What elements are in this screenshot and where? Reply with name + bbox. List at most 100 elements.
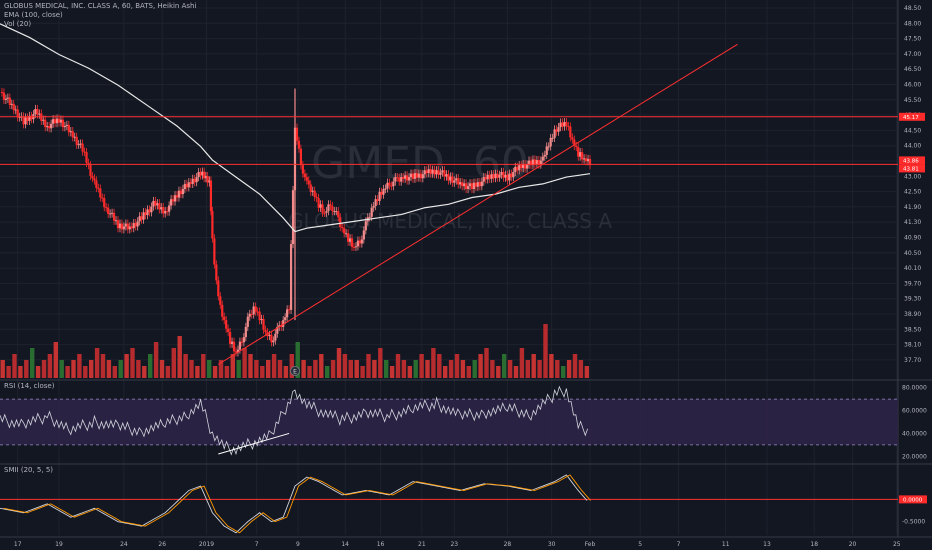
candle-body: [390, 185, 393, 187]
volume-bar: [118, 360, 123, 378]
volume-bar: [301, 360, 306, 378]
candle-body: [586, 158, 590, 162]
candle-body: [301, 165, 304, 174]
volume-bar: [413, 360, 418, 378]
candle-body: [130, 226, 133, 229]
candle-body: [177, 190, 181, 198]
volume-bar: [561, 366, 566, 378]
candle-body: [22, 116, 25, 125]
candle-body: [50, 123, 53, 129]
volume-bar: [89, 360, 94, 378]
volume-bar: [425, 360, 430, 378]
candle-body: [514, 166, 517, 172]
candle-body: [478, 182, 481, 187]
price-tick-label: 41.30: [904, 219, 921, 226]
volume-bar: [0, 360, 5, 378]
rsi-trend-line: [218, 432, 290, 455]
candle-body: [52, 119, 55, 124]
time-tick-label: 21: [418, 541, 426, 548]
candle-body: [248, 313, 251, 317]
candle-body: [431, 169, 434, 174]
candle-body: [498, 174, 501, 178]
candle-body: [97, 187, 100, 189]
candle-body: [77, 144, 80, 146]
candle-body: [492, 174, 495, 179]
volume-bar: [319, 354, 324, 378]
time-tick-label: 11: [722, 541, 730, 548]
candle-body: [368, 216, 371, 218]
trend-line: [218, 43, 738, 365]
volume-bar: [342, 354, 348, 378]
smii-tick-label: -0.5000: [902, 519, 925, 526]
rsi-legend: RSI (14, close): [4, 382, 55, 390]
candle-body: [258, 311, 261, 321]
candle-body: [508, 173, 511, 181]
candle-body: [30, 115, 33, 120]
volume-bar: [248, 354, 253, 378]
candle-body: [525, 164, 529, 169]
candle-body: [309, 184, 312, 192]
candle-body: [533, 159, 537, 165]
volume-bar: [159, 360, 165, 378]
volume-bar: [549, 354, 554, 378]
candle-body: [203, 171, 206, 179]
main-legend: GLOBUS MEDICAL, INC. CLASS A, 60, BATS, …: [4, 2, 196, 29]
rsi-line: [0, 385, 589, 456]
candle-body: [350, 238, 354, 247]
candle-body: [246, 316, 249, 327]
candle-body: [549, 137, 552, 147]
time-tick-label: 20: [849, 541, 857, 548]
candle-body: [126, 223, 129, 230]
candle-body: [557, 127, 560, 132]
volume-bar: [443, 366, 448, 378]
candle-body: [441, 170, 444, 173]
symbol-title: GLOBUS MEDICAL, INC. CLASS A, 60, BATS, …: [4, 2, 197, 10]
volume-bar: [47, 354, 53, 378]
candle-body: [284, 317, 287, 321]
candle-body: [577, 147, 580, 157]
volume-bar: [490, 360, 495, 378]
time-tick-label: 5: [638, 541, 642, 548]
price-tick-label: 47.50: [904, 36, 921, 43]
candle-body: [531, 159, 535, 166]
candle-body: [85, 152, 88, 163]
candle-body: [195, 177, 198, 183]
rsi-tick-label: 40.0000: [902, 430, 927, 437]
volume-bar: [307, 366, 312, 378]
candle-body: [561, 122, 564, 127]
candle-body: [278, 325, 281, 327]
candle-body: [229, 332, 232, 344]
candle-body: [288, 309, 291, 311]
candle-body: [53, 119, 57, 124]
candle-body: [520, 165, 523, 168]
candle-body: [230, 341, 234, 344]
candle-body: [392, 181, 395, 187]
candle-body: [433, 169, 436, 175]
candle-body: [360, 239, 363, 244]
grid: [0, 0, 898, 535]
price-tick-label: 40.90: [904, 235, 921, 242]
time-tick-label: 2019: [199, 541, 214, 548]
candle-body: [63, 126, 66, 128]
candle-body: [114, 220, 118, 222]
candle-body: [421, 174, 424, 179]
candle-body: [348, 238, 352, 242]
candle-body: [69, 131, 72, 133]
time-tick-label: 7: [677, 541, 681, 548]
candle-body: [146, 209, 149, 216]
volume-bar: [537, 360, 542, 378]
candle-body: [584, 158, 588, 162]
candle-body: [388, 182, 391, 186]
candle-body: [227, 328, 230, 333]
ema-legend: EMA (100, close): [4, 11, 63, 19]
candle-body: [158, 203, 161, 210]
price-tick-label: 43.00: [904, 173, 921, 180]
candle-body: [358, 240, 361, 244]
candle-body: [154, 200, 157, 206]
candle-body: [370, 207, 373, 217]
price-tag-label: 45.17: [903, 115, 919, 121]
volume-bar: [330, 360, 336, 378]
price-tick-label: 42.50: [904, 189, 921, 196]
candle-body: [14, 109, 17, 111]
